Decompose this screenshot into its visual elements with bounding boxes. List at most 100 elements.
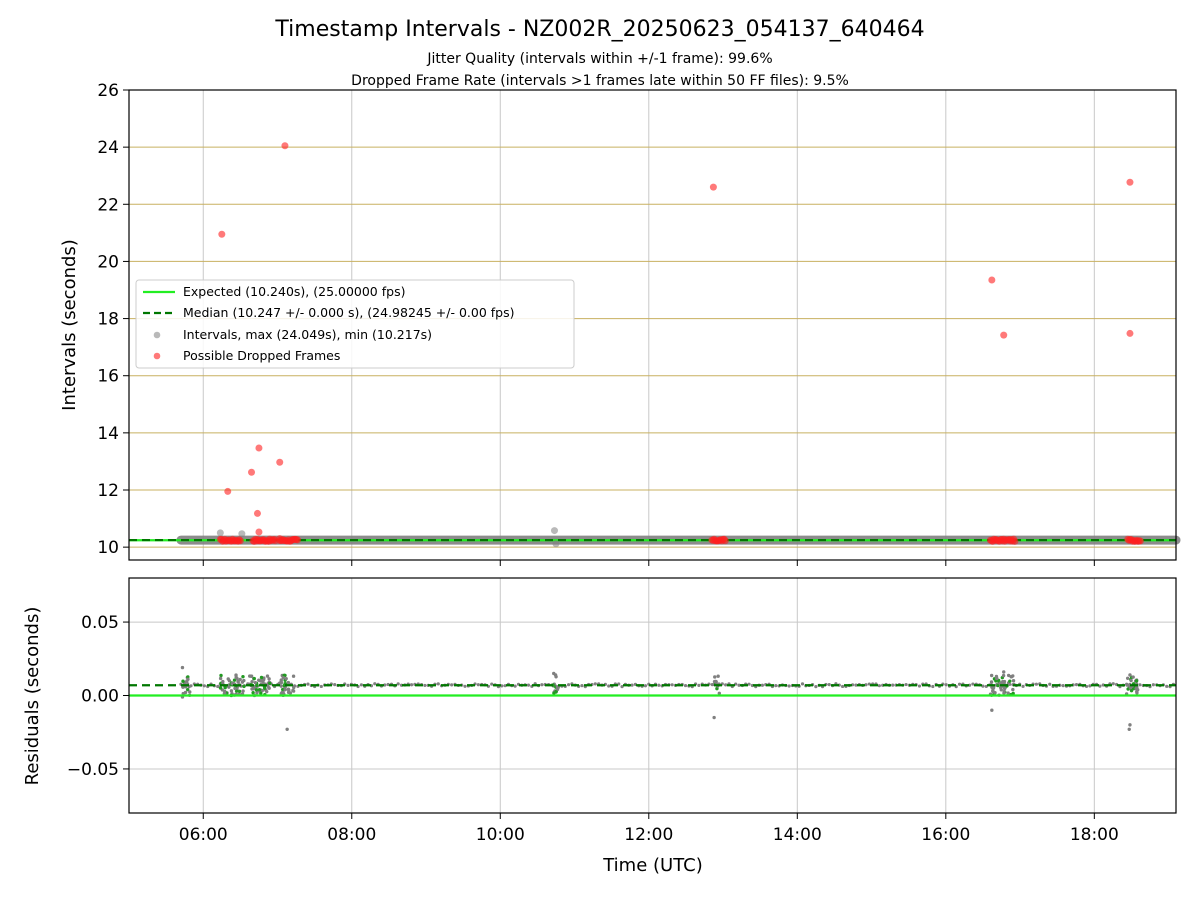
- legend-intervals-label: Intervals, max (24.049s), min (10.217s): [183, 327, 432, 342]
- dropped-frame-point: [1136, 537, 1144, 545]
- residual-point: [1006, 691, 1010, 695]
- residual-point: [760, 683, 764, 687]
- residual-point: [827, 683, 831, 687]
- dropped-frame-point: [1126, 329, 1134, 337]
- residual-point: [216, 684, 220, 689]
- dropped-frame-point: [218, 230, 226, 238]
- residual-point: [1021, 684, 1025, 688]
- residual-point: [285, 727, 289, 731]
- residual-point: [227, 685, 231, 689]
- residual-point: [1006, 673, 1011, 678]
- residual-point: [526, 683, 531, 687]
- legend-dropped-swatch: [153, 352, 161, 360]
- residual-point: [991, 686, 996, 690]
- residual-point: [877, 684, 881, 688]
- residual-point: [1131, 675, 1135, 679]
- dropped-frame-point: [276, 458, 284, 466]
- residual-point: [319, 684, 323, 689]
- residual-point: [1001, 673, 1006, 678]
- residual-point: [241, 674, 245, 679]
- residual-point: [513, 684, 517, 688]
- residual-point: [284, 676, 288, 681]
- residual-point: [373, 682, 377, 686]
- residual-point: [1011, 679, 1016, 683]
- residual-point: [716, 674, 720, 678]
- dropped-frame-point: [253, 509, 261, 517]
- residual-point: [724, 683, 728, 687]
- residual-point: [503, 684, 507, 688]
- x-tick-label: 10:00: [476, 825, 525, 845]
- residual-point: [540, 683, 544, 687]
- residual-point: [981, 684, 985, 688]
- residual-point: [1034, 682, 1038, 686]
- interval-point: [238, 530, 246, 538]
- residual-point: [268, 681, 272, 686]
- residual-point: [620, 685, 624, 689]
- residual-point: [237, 689, 242, 694]
- residual-point: [643, 684, 648, 688]
- residual-point: [931, 684, 935, 689]
- residual-point: [800, 682, 805, 686]
- residual-point: [250, 679, 254, 684]
- residual-point: [657, 683, 661, 687]
- legend-intervals-swatch: [153, 331, 161, 339]
- residual-point: [188, 690, 192, 694]
- residual-point: [202, 684, 206, 688]
- residual-point: [670, 683, 674, 687]
- dropped-frame-point: [255, 444, 263, 452]
- bottom-panel-plot: [129, 665, 1176, 731]
- residual-point: [436, 682, 440, 686]
- dropped-frame-point: [721, 537, 729, 545]
- residual-point: [1011, 687, 1015, 692]
- residual-point: [181, 679, 185, 683]
- residual-point: [383, 683, 387, 687]
- top-panel-y-ticks: 10 12 14 16 18 20 22 24 26: [97, 81, 129, 558]
- legend-median-label: Median (10.247 +/- 0.000 s), (24.98245 +…: [183, 305, 514, 320]
- residual-point: [306, 682, 310, 686]
- dropped-frame-point: [248, 468, 256, 476]
- residual-point: [253, 680, 258, 685]
- residual-point: [463, 684, 467, 688]
- x-tick-label: 12:00: [624, 825, 673, 845]
- residual-point: [185, 687, 190, 692]
- residual-point: [286, 687, 291, 691]
- top-y-tick-label: 10: [97, 538, 119, 558]
- residual-point: [1128, 723, 1132, 727]
- residual-point: [737, 683, 741, 687]
- residual-point: [717, 691, 722, 695]
- chart-subtitle-jitter: Jitter Quality (intervals within +/-1 fr…: [426, 51, 772, 67]
- x-tick-label: 14:00: [773, 825, 822, 845]
- legend-expected-label: Expected (10.240s), (25.00000 fps): [183, 284, 405, 299]
- residual-point: [186, 675, 190, 679]
- residual-point: [1127, 727, 1131, 731]
- residual-point: [186, 677, 190, 681]
- dropped-frame-point: [1011, 537, 1019, 545]
- legend-box: [135, 279, 575, 369]
- residual-point: [683, 683, 688, 688]
- residual-point: [259, 691, 263, 695]
- top-y-tick-label: 22: [97, 195, 119, 215]
- residual-point: [386, 682, 390, 687]
- residual-point: [715, 686, 719, 691]
- residual-point: [291, 674, 296, 678]
- residual-point: [566, 683, 571, 687]
- residual-point: [990, 708, 994, 712]
- residual-point: [249, 674, 253, 678]
- dropped-frame-point: [236, 537, 244, 545]
- residual-point: [259, 675, 264, 680]
- residual-point: [1008, 679, 1012, 683]
- residual-point: [1129, 688, 1134, 693]
- residual-point: [999, 688, 1003, 692]
- residual-point: [1074, 683, 1079, 687]
- residual-point: [713, 679, 718, 684]
- residual-point: [279, 681, 283, 685]
- dropped-frame-point: [276, 535, 284, 543]
- top-panel-frame: [128, 89, 1177, 561]
- interval-point: [216, 529, 224, 537]
- x-axis-ticks: 06:00 08:00 10:00 12:00 14:00 16:00 18:00: [179, 560, 1119, 845]
- residual-point: [891, 683, 895, 687]
- residual-point: [1134, 679, 1139, 683]
- residual-point: [241, 689, 245, 693]
- top-y-tick-label: 20: [97, 252, 119, 272]
- top-panel-y-axis-label: Intervals (seconds): [59, 239, 80, 411]
